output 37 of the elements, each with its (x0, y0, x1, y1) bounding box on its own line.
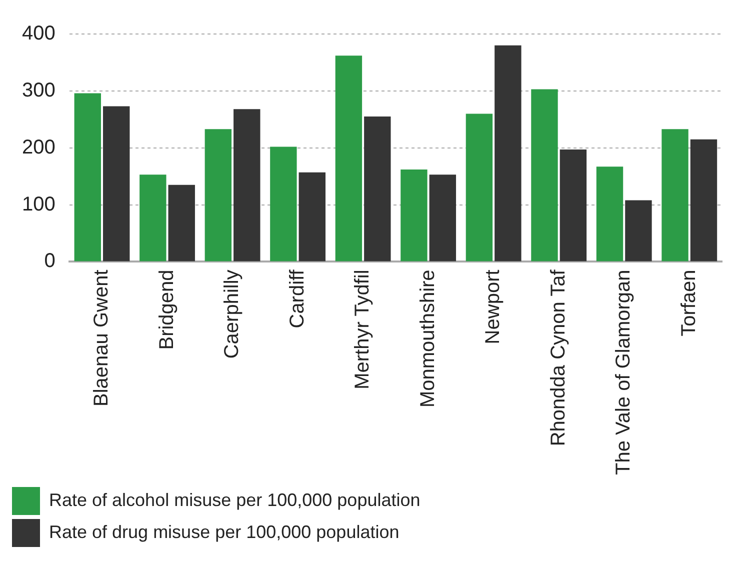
bar (625, 200, 652, 262)
bar (364, 116, 391, 262)
bar (690, 139, 718, 262)
bar (335, 56, 362, 262)
x-tick-label: Caerphilly (221, 270, 244, 359)
bar (466, 114, 493, 262)
bar (560, 150, 587, 262)
bar (298, 172, 326, 262)
bar (74, 93, 101, 262)
x-tick-label: Newport (482, 269, 504, 344)
bar (204, 129, 232, 262)
bar (140, 174, 166, 262)
bar (494, 45, 522, 262)
x-tick-label: Blaenau Gwent (90, 269, 113, 406)
bar (596, 166, 624, 262)
bar (662, 129, 688, 262)
x-tick-label: Bridgend (156, 270, 178, 350)
x-tick-label: Cardiff (286, 269, 308, 328)
bar (168, 184, 195, 262)
legend-label: Rate of drug misuse per 100,000 population (49, 522, 400, 542)
x-tick-label: Merthyr Tydfil (352, 270, 374, 390)
y-tick-label: 400 (22, 22, 56, 45)
y-tick-label: 100 (22, 193, 56, 216)
x-tick-label: The Vale of Glamorgan (612, 270, 635, 476)
y-tick-label: 200 (22, 136, 56, 158)
bar (429, 174, 456, 262)
x-tick-label: Rhondda Cynon Taf (547, 269, 570, 446)
y-tick-label: 0 (44, 250, 56, 272)
bar (103, 106, 130, 262)
bar (400, 169, 428, 262)
bar (270, 146, 297, 262)
y-tick-label: 300 (22, 79, 56, 102)
bar (531, 89, 558, 262)
legend-label: Rate of alcohol misuse per 100,000 population (49, 490, 420, 510)
x-tick-label: Torfaen (678, 270, 700, 336)
x-tick-label: Monmouthshire (416, 270, 439, 408)
bar (234, 109, 260, 262)
